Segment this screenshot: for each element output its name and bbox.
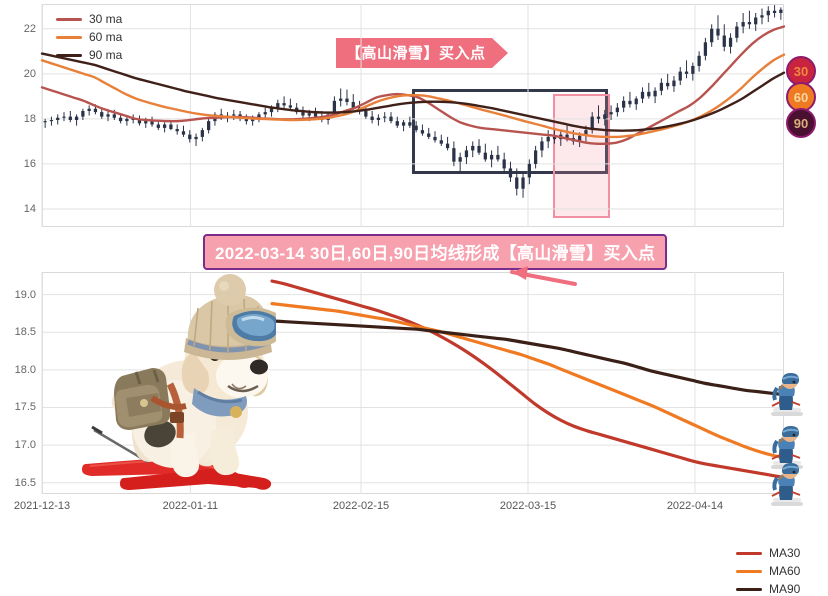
legend-label: MA90 <box>769 582 801 596</box>
buy-point-banner-label: 【高山滑雪】买入点 <box>336 38 492 68</box>
top-chart-legend: 30 ma 60 ma 90 ma <box>56 12 122 62</box>
y-tick-label: 14 <box>23 202 36 215</box>
legend-color-swatch <box>736 551 762 555</box>
buy-zone-highlight <box>553 94 610 218</box>
y-tick-label: 18.0 <box>14 363 36 376</box>
legend-color-swatch <box>56 35 82 39</box>
legend-color-swatch <box>736 587 762 591</box>
top-legend-item: 30 ma <box>56 12 122 26</box>
legend-label: 30 ma <box>89 12 123 26</box>
skier-icon-ma90 <box>771 373 803 416</box>
y-tick-label: 18.5 <box>14 326 36 339</box>
top-legend-item: 60 ma <box>56 30 122 44</box>
y-tick-label: 20 <box>23 67 36 80</box>
chart-title-callout: 2022-03-14 30日,60日,90日均线形成【高山滑雪】买入点 <box>203 234 668 270</box>
legend-color-swatch <box>56 17 82 21</box>
top-legend-item: 90 ma <box>56 48 122 62</box>
x-tick-label: 2022-04-14 <box>666 500 724 512</box>
y-tick-label: 16 <box>23 157 36 170</box>
bottom-legend-item: MA90 <box>736 582 800 596</box>
bottom-legend-item: MA30 <box>736 546 800 560</box>
x-tick-label: 2022-01-11 <box>162 500 219 512</box>
buy-point-banner: 【高山滑雪】买入点 <box>336 38 508 68</box>
legend-label: MA60 <box>769 564 801 578</box>
y-tick-label: 17.5 <box>14 401 36 414</box>
x-tick-label: 2022-03-15 <box>499 500 557 512</box>
legend-label: MA30 <box>769 546 801 560</box>
bottom-chart-legend: MA30 MA60 MA90 <box>736 546 800 596</box>
y-tick-label: 16.5 <box>14 476 36 489</box>
y-tick-label: 19.0 <box>14 288 36 301</box>
legend-label: 60 ma <box>89 30 123 44</box>
legend-label: 90 ma <box>89 48 123 62</box>
x-tick-label: 2022-02-15 <box>332 500 390 512</box>
y-tick-label: 17.0 <box>14 439 36 452</box>
badge-ma90: 90 <box>786 108 816 138</box>
banner-arrow-tip <box>491 38 508 68</box>
badge-ma60: 60 <box>786 82 816 112</box>
skier-icon-ma30 <box>771 463 803 506</box>
y-tick-label: 18 <box>23 112 36 125</box>
y-tick-label: 22 <box>23 22 36 35</box>
chart-screenshot: 22 20 18 16 14 30 ma 60 ma 90 ma 30 60 90 【高山滑… <box>13 4 816 596</box>
badge-ma30: 30 <box>786 56 816 86</box>
x-tick-label: 2021-12-13 <box>13 500 71 512</box>
legend-color-swatch <box>56 53 82 57</box>
ski-dog-mascot-image <box>82 274 276 490</box>
bottom-legend-item: MA60 <box>736 564 800 578</box>
legend-color-swatch <box>736 569 762 573</box>
